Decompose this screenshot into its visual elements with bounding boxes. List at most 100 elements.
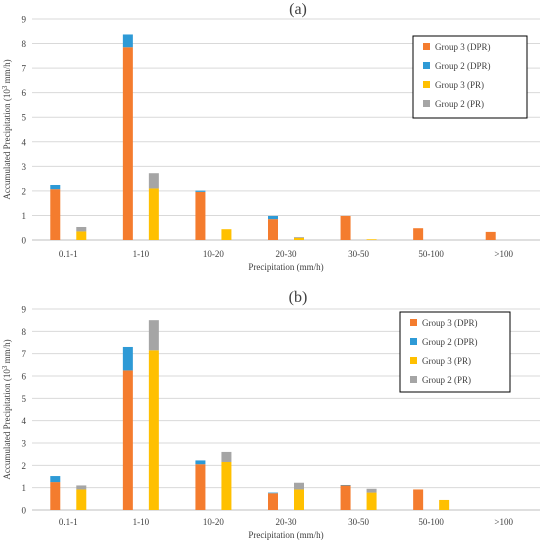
chart-a-bar-group-2-dpr-1 <box>122 34 133 48</box>
chart-b-bar-group-3-pr-2 <box>221 461 232 510</box>
chart-a-svg: (a) 0 1 2 3 4 5 6 7 8 9 Accumulated Precipitation (… <box>1 1 540 272</box>
chart-a-bar-group-3-pr-0 <box>76 231 87 240</box>
chart-a-bar-group-2-dpr-0 <box>50 184 61 190</box>
chart-b-x-axis-label: Precipitation (mm/h) <box>248 530 323 540</box>
chart-a-legend-entry: Group 3 (PR) <box>435 80 484 90</box>
chart-b-y-tick-label: 9 <box>22 305 27 315</box>
chart-a-bar-group-3-dpr-6 <box>485 231 496 240</box>
chart-b-x-tick-label: 10-20 <box>203 517 224 527</box>
chart-a-y-tick-label: 8 <box>22 39 27 49</box>
chart-a-bar-group-3-dpr-5 <box>413 228 424 240</box>
chart-b-y-tick-label: 4 <box>22 416 27 426</box>
chart-a-y-tick-label: 7 <box>22 64 27 74</box>
chart-a-y-tick-label: 9 <box>22 15 27 25</box>
chart-b-y-tick-label: 1 <box>22 483 27 493</box>
chart-a-x-tick-label: 10-20 <box>203 249 224 259</box>
chart-a-bar-group-3-dpr-4 <box>340 215 351 240</box>
chart-a-x-tick-label: 50-100 <box>418 249 444 259</box>
chart-b-y-tick-label: 7 <box>22 349 27 359</box>
chart-b-legend-swatch <box>410 338 417 345</box>
chart-b-svg: (b) 0 1 2 3 4 5 6 7 8 9 Accumulated Precipitation (… <box>1 289 540 540</box>
chart-a-bar-group-3-pr-3 <box>294 237 304 240</box>
chart-a-title: (a) <box>289 1 307 18</box>
chart-a-legend-swatch <box>423 100 430 107</box>
chart-a-x-tick-label: 20-30 <box>276 249 297 259</box>
chart-a-legend-swatch <box>423 43 430 50</box>
chart-b-y-tick-label: 8 <box>22 327 27 337</box>
chart-a-bar-group-2-dpr-3 <box>268 215 278 220</box>
chart-a-bar-group-3-pr-4 <box>366 239 377 240</box>
chart-b-legend-entry: Group 2 (PR) <box>422 375 471 385</box>
chart-b-bar-group-2-pr-0 <box>76 485 87 490</box>
chart-b-legend <box>399 311 511 393</box>
chart-b-legend-swatch <box>410 357 417 364</box>
chart-b-bar-group-3-pr-3 <box>294 489 304 510</box>
chart-b-x-tick-label: 20-30 <box>276 517 297 527</box>
chart-b-y-tick-label: 6 <box>22 372 27 382</box>
chart-b-bar-group-2-dpr-2 <box>195 460 206 465</box>
chart-a-legend-entry: Group 2 (PR) <box>435 99 484 109</box>
chart-b-bar-group-2-dpr-0 <box>50 476 61 483</box>
chart-a-bar-group-2-pr-0 <box>76 226 87 232</box>
chart-a-legend-entry: Group 3 (DPR) <box>435 42 491 52</box>
chart-a-y-tick-label: 0 <box>22 236 27 246</box>
chart-a-x-tick-label: >100 <box>494 249 513 259</box>
chart-b-bar-group-3-dpr-1 <box>122 370 133 510</box>
chart-b-x-tick-label: >100 <box>494 517 513 527</box>
chart-a-bar-group-2-dpr-2 <box>195 190 206 192</box>
chart-b-y-tick-label: 3 <box>22 439 27 449</box>
chart-a-legend-swatch <box>423 62 430 69</box>
chart-b-y-tick-label: 0 <box>22 506 27 516</box>
chart-a-bar-group-3-pr-2 <box>221 229 232 240</box>
chart-b-bar-group-3-dpr-5 <box>413 489 424 510</box>
chart-b-legend-swatch <box>410 376 417 383</box>
chart-b-bar-group-3-pr-0 <box>76 489 87 510</box>
chart-b-x-tick-label: 0.1-1 <box>59 517 78 527</box>
chart-a-legend <box>412 35 528 119</box>
chart-a-x-tick-label: 0.1-1 <box>59 249 78 259</box>
chart-b-x-tick-label: 30-50 <box>348 517 369 527</box>
chart-b-bar-group-3-dpr-0 <box>50 482 61 510</box>
chart-a-x-axis-label: Precipitation (mm/h) <box>248 262 323 272</box>
chart-b-legend-entry: Group 3 (PR) <box>422 356 471 366</box>
chart-panel-a: (a) 0 1 2 3 4 5 6 7 8 9 Accumulated Precipitation (… <box>1 1 540 272</box>
chart-b-bar-group-2-dpr-3 <box>268 492 278 494</box>
chart-panel-b: (b) 0 1 2 3 4 5 6 7 8 9 Accumulated Precipitation (… <box>0 272 550 544</box>
chart-b-bar-group-3-dpr-3 <box>268 493 278 510</box>
chart-b-bar-group-3-pr-5 <box>439 499 450 510</box>
chart-a-bar-group-2-pr-3 <box>294 237 304 238</box>
chart-a-legend-swatch <box>423 81 430 88</box>
chart-a-bar-group-3-dpr-0 <box>50 189 61 240</box>
chart-b-bar-group-2-dpr-4 <box>340 484 351 486</box>
chart-a-y-tick-label: 5 <box>22 113 27 123</box>
chart-b-y-tick-label: 2 <box>22 461 27 471</box>
chart-b-x-tick-label: 50-100 <box>418 517 444 527</box>
chart-a-bar-group-3-dpr-1 <box>122 47 133 240</box>
chart-b-bar-group-3-dpr-4 <box>340 485 351 510</box>
chart-a-y-tick-label: 6 <box>22 88 27 98</box>
chart-b-bar-group-3-pr-1 <box>148 350 159 510</box>
chart-b-y-tick-label: 5 <box>22 394 27 404</box>
chart-b-bar-group-3-pr-4 <box>366 492 377 510</box>
chart-a-y-tick-label: 3 <box>22 162 27 172</box>
chart-b-y-axis-label: Accumulated Precipitation (103 mm/h) <box>1 339 12 479</box>
chart-a-y-tick-label: 2 <box>22 186 27 196</box>
chart-a-y-axis-label: Accumulated Precipitation (103 mm/h) <box>1 59 12 199</box>
chart-b-bar-group-2-pr-2 <box>221 451 232 462</box>
chart-b-legend-swatch <box>410 319 417 326</box>
chart-b-legend-entry: Group 3 (DPR) <box>422 318 478 328</box>
chart-b-title: (b) <box>289 289 308 306</box>
chart-a-legend-entry: Group 2 (DPR) <box>435 61 491 71</box>
chart-a-bar-group-3-pr-1 <box>148 188 159 240</box>
chart-b-bar-group-2-dpr-1 <box>122 346 133 371</box>
chart-a-x-tick-label: 30-50 <box>348 249 369 259</box>
chart-a-bar-group-3-dpr-3 <box>268 219 278 240</box>
chart-b-x-tick-label: 1-10 <box>133 517 150 527</box>
chart-b-bar-group-2-pr-3 <box>294 482 304 490</box>
chart-b-bar-group-2-pr-4 <box>366 488 377 493</box>
chart-b-bar-group-3-dpr-2 <box>195 464 206 510</box>
chart-b-bar-group-2-pr-1 <box>148 320 159 351</box>
chart-a-y-tick-label: 4 <box>22 137 27 147</box>
chart-a-bar-group-3-dpr-2 <box>195 191 206 240</box>
chart-a-y-tick-label: 1 <box>22 211 27 221</box>
